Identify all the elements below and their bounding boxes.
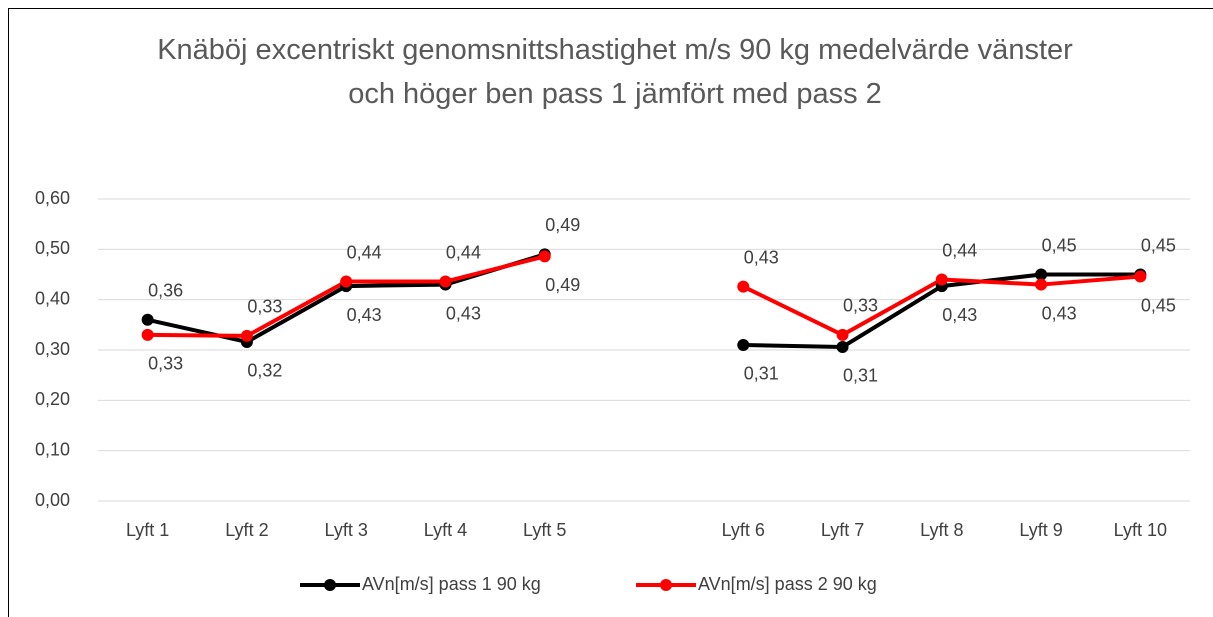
y-tick-label: 0,50 xyxy=(35,238,70,258)
data-label: 0,44 xyxy=(347,242,382,262)
data-label: 0,31 xyxy=(843,366,878,386)
data-label: 0,49 xyxy=(545,215,580,235)
series-point xyxy=(836,328,849,341)
x-tick-label: Lyft 9 xyxy=(1019,520,1062,540)
legend-marker xyxy=(324,579,336,591)
x-tick-label: Lyft 3 xyxy=(325,520,368,540)
data-label: 0,43 xyxy=(446,303,481,323)
data-label: 0,33 xyxy=(247,297,282,317)
y-tick-label: 0,30 xyxy=(35,339,70,359)
y-tick-label: 0,20 xyxy=(35,389,70,409)
series-point xyxy=(240,329,253,342)
data-label: 0,45 xyxy=(1141,295,1176,315)
data-label: 0,32 xyxy=(247,361,282,381)
series-point xyxy=(737,338,750,351)
legend-label: AVn[m/s] pass 1 90 kg xyxy=(362,574,541,594)
series-point xyxy=(1134,270,1147,283)
data-label: 0,45 xyxy=(1042,235,1077,255)
y-tick-label: 0,10 xyxy=(35,439,70,459)
x-tick-label: Lyft 10 xyxy=(1114,520,1167,540)
series-line xyxy=(147,252,1141,349)
legend-label: AVn[m/s] pass 2 90 kg xyxy=(698,574,877,594)
series-point xyxy=(836,340,849,353)
data-label: 0,45 xyxy=(1141,235,1176,255)
chart-title: Knäböj excentriskt genomsnittshastighet … xyxy=(157,34,1073,110)
data-label: 0,43 xyxy=(744,247,779,267)
x-tick-label: Lyft 5 xyxy=(523,520,566,540)
series-point xyxy=(141,313,154,326)
series-point xyxy=(1035,278,1048,291)
data-label: 0,31 xyxy=(744,364,779,384)
series-point xyxy=(935,273,948,286)
data-label: 0,36 xyxy=(148,281,183,301)
x-tick-label: Lyft 2 xyxy=(225,520,268,540)
series-line xyxy=(147,254,1141,338)
data-label: 0,33 xyxy=(843,296,878,316)
data-label: 0,43 xyxy=(1042,303,1077,323)
x-tick-label: Lyft 6 xyxy=(722,520,765,540)
x-tick-label: Lyft 8 xyxy=(920,520,963,540)
x-tick-label: Lyft 1 xyxy=(126,520,169,540)
y-tick-label: 0,60 xyxy=(35,188,70,208)
series-point xyxy=(340,275,353,288)
chart-border xyxy=(8,8,1213,617)
y-tick-label: 0,00 xyxy=(35,490,70,510)
data-label: 0,33 xyxy=(148,354,183,374)
x-tick-label: Lyft 4 xyxy=(424,520,467,540)
series-point xyxy=(1035,268,1048,281)
y-tick-label: 0,40 xyxy=(35,288,70,308)
data-label: 0,43 xyxy=(942,305,977,325)
legend-marker xyxy=(660,579,672,591)
data-label: 0,44 xyxy=(942,240,977,260)
data-label: 0,43 xyxy=(347,305,382,325)
series-point xyxy=(439,275,452,288)
series-point xyxy=(737,280,750,293)
series-point xyxy=(141,328,154,341)
x-tick-label: Lyft 7 xyxy=(821,520,864,540)
data-label: 0,49 xyxy=(545,275,580,295)
data-label: 0,44 xyxy=(446,242,481,262)
series-point xyxy=(538,250,551,263)
